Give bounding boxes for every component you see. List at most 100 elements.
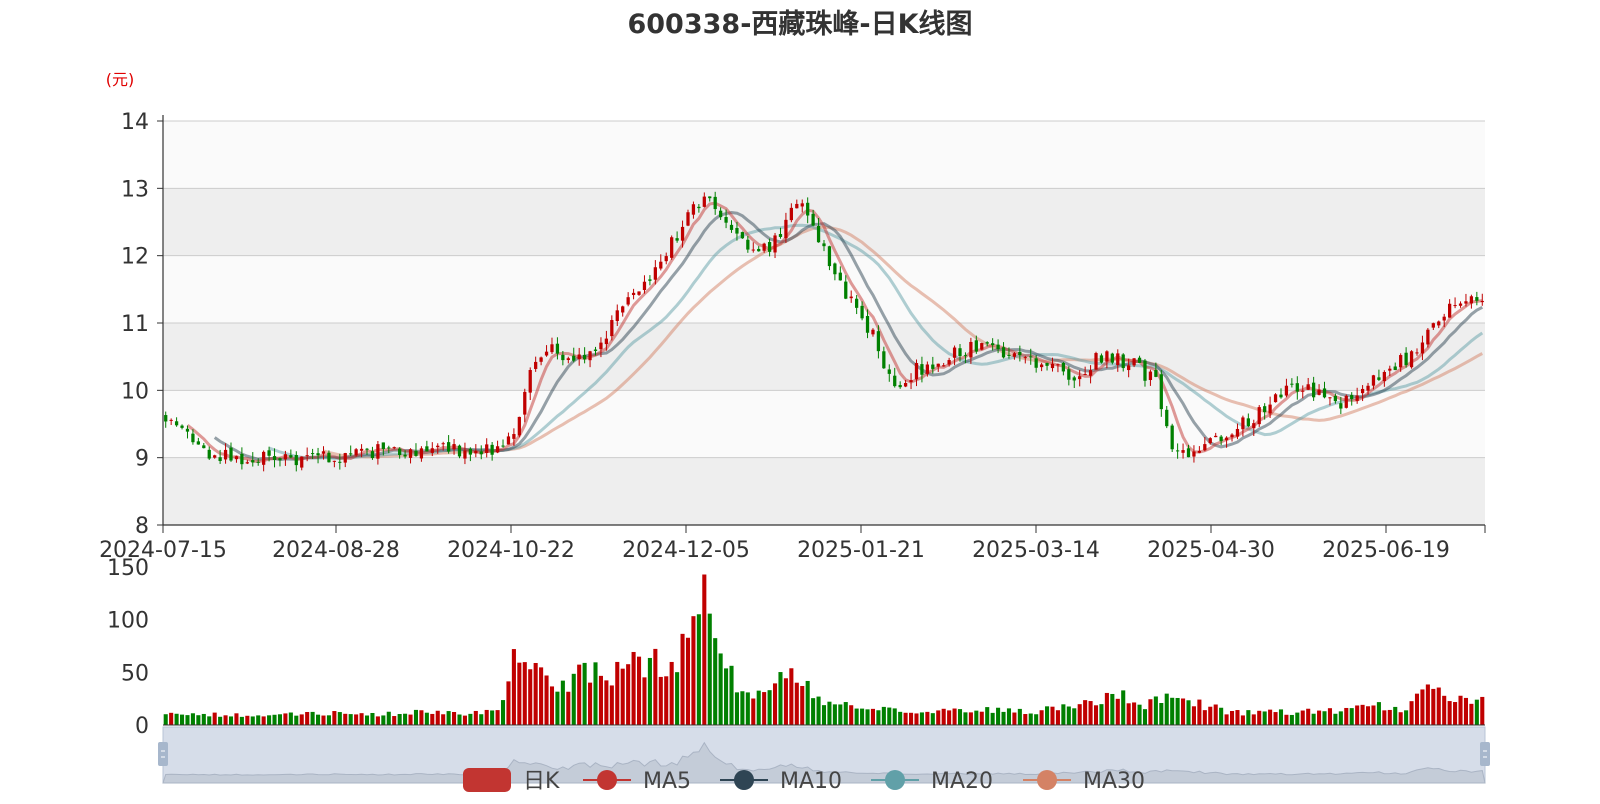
candle-body	[903, 383, 908, 387]
candle-body	[1175, 450, 1180, 452]
candle-body	[501, 445, 505, 447]
candle	[169, 418, 173, 425]
volume-bar	[245, 715, 250, 725]
zoom-handle-grip[interactable]	[1480, 742, 1490, 766]
volume-bar	[1306, 708, 1311, 725]
volume-bar	[381, 715, 386, 725]
volume-bar	[364, 715, 370, 725]
candle	[1295, 376, 1299, 400]
legend-swatch-dot	[1037, 770, 1057, 790]
volume-bar	[870, 708, 876, 725]
legend-item-k[interactable]: 日K	[463, 768, 560, 794]
candle-body	[1399, 355, 1403, 368]
zoom-handle-right[interactable]	[1480, 742, 1490, 766]
candle-body	[544, 351, 549, 356]
candle-body	[1268, 404, 1272, 414]
volume-bar	[539, 667, 544, 725]
candle	[1088, 365, 1093, 384]
candle	[1012, 351, 1017, 360]
legend-item-ma30[interactable]: MA30	[1023, 769, 1145, 794]
candle-body	[1116, 353, 1120, 366]
volume-bar	[430, 713, 435, 725]
legend-item-ma5[interactable]: MA5	[583, 769, 691, 794]
volume-bar	[566, 691, 571, 725]
candle	[1050, 357, 1055, 372]
candle-body	[648, 279, 652, 281]
volume-bar	[1480, 696, 1485, 725]
volume-bar	[838, 704, 843, 725]
candle-body	[468, 448, 473, 455]
legend-item-ma10[interactable]: MA10	[720, 769, 842, 794]
volume-bar	[228, 716, 234, 725]
volume-bar	[1262, 711, 1267, 725]
candle	[713, 191, 717, 215]
volume-bar	[702, 574, 707, 725]
volume-bar	[729, 665, 734, 725]
candle-body	[218, 457, 222, 461]
candle	[697, 204, 701, 213]
candle	[1311, 376, 1316, 401]
volume-bar	[1463, 697, 1468, 725]
candle	[1181, 443, 1185, 459]
candle-body	[1007, 354, 1011, 356]
zoom-handle-left[interactable]	[158, 742, 168, 766]
volume-bar	[299, 714, 304, 725]
volume-bar	[914, 713, 919, 725]
volume-bar	[680, 633, 685, 725]
candle	[1458, 301, 1463, 308]
candle-body	[1464, 301, 1468, 304]
volume-bar	[985, 707, 990, 725]
volume-bar	[544, 675, 549, 725]
candle-body	[229, 447, 233, 461]
data-zoom-slider[interactable]	[158, 726, 1490, 784]
candlestick-series	[164, 191, 1484, 472]
volume-bar	[941, 708, 946, 725]
candle-body	[1377, 377, 1381, 380]
candle-body	[223, 449, 228, 460]
volume-bar	[207, 716, 212, 725]
candle-body	[1448, 303, 1452, 318]
candle	[490, 441, 494, 461]
candle	[1246, 413, 1250, 428]
legend-swatch-dot	[885, 770, 905, 790]
candle-body	[1018, 351, 1022, 356]
legend-item-ma20[interactable]: MA20	[871, 769, 993, 794]
candle-body	[398, 448, 402, 455]
candle	[174, 417, 179, 427]
candle	[1268, 396, 1272, 419]
y-tick-label: 8	[135, 514, 149, 539]
y-tick-label: 12	[121, 245, 149, 270]
volume-bar	[1393, 706, 1398, 725]
candle	[653, 260, 657, 285]
candle-body	[1159, 374, 1163, 410]
volume-bar	[435, 710, 440, 725]
candle-body	[523, 391, 527, 415]
candle	[398, 447, 402, 459]
legend: 日K MA5 MA10 MA20 MA30	[463, 768, 1145, 794]
candle-body	[1121, 354, 1125, 369]
volume-bar	[626, 664, 631, 725]
x-tick-label: 2024-07-15	[99, 538, 227, 563]
candle-body	[561, 354, 565, 361]
candle	[1208, 437, 1212, 445]
zoom-handle-grip[interactable]	[158, 742, 168, 766]
candle	[1290, 378, 1294, 388]
chart-title: 600338-西藏珠峰-日K线图	[627, 9, 972, 40]
volume-bar	[1295, 712, 1300, 725]
candle-body	[185, 428, 190, 432]
candle-body	[1165, 409, 1169, 427]
candle-body	[534, 361, 538, 369]
candle-body	[512, 434, 516, 439]
candle-body	[1230, 434, 1234, 438]
candle	[1263, 403, 1267, 420]
candle-body	[174, 421, 179, 426]
volume-bar	[1164, 693, 1169, 725]
candle	[534, 356, 538, 372]
candle-body	[980, 343, 984, 350]
volume-bar	[332, 711, 337, 725]
candle-body	[838, 272, 842, 281]
legend-label: MA20	[931, 769, 993, 794]
volume-bar	[1447, 701, 1452, 725]
candle	[974, 335, 978, 354]
candle	[980, 342, 984, 351]
